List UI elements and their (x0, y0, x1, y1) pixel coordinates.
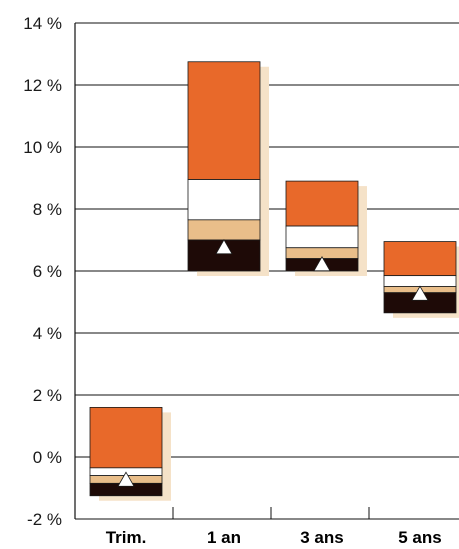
bar-segment-lower-mid-range (187, 219, 261, 241)
marker-triangle (215, 238, 233, 255)
bar-segment-upper-mid-range (383, 275, 457, 287)
x-category-label: 3 ans (300, 528, 343, 547)
bar-segment-upper-mid-range (285, 225, 359, 249)
y-tick-label: -2 % (27, 510, 62, 529)
bar-segment-top-range (187, 61, 261, 180)
bar-segment-top-range (383, 241, 457, 277)
y-tick-label: 8 % (33, 200, 62, 219)
y-tick-label: 2 % (33, 386, 62, 405)
x-category-label: Trim. (106, 528, 147, 547)
axes (74, 23, 370, 519)
y-tick-label: 14 % (23, 14, 62, 33)
bar-segment-top-range (89, 406, 163, 469)
y-tick-label: 0 % (33, 448, 62, 467)
marker-triangle (117, 471, 135, 487)
y-tick-label: 6 % (33, 262, 62, 281)
marker-triangle (411, 285, 429, 301)
x-category-label: 1 an (207, 528, 241, 547)
marker-triangle (313, 255, 331, 272)
y-tick-label: 12 % (23, 76, 62, 95)
bars (89, 61, 457, 497)
x-category-label: 5 ans (398, 528, 441, 547)
bar-segment-top-range (285, 180, 359, 227)
labels: -2 % 0 % 2 % 4 % 6 % 8 % 10 % 12 % 14 % Trim. 1 an… (23, 14, 441, 547)
bar-segment-upper-mid-range (187, 179, 261, 221)
y-tick-label: 10 % (23, 138, 62, 157)
y-tick-label: 4 % (33, 324, 62, 343)
markers (117, 238, 429, 487)
